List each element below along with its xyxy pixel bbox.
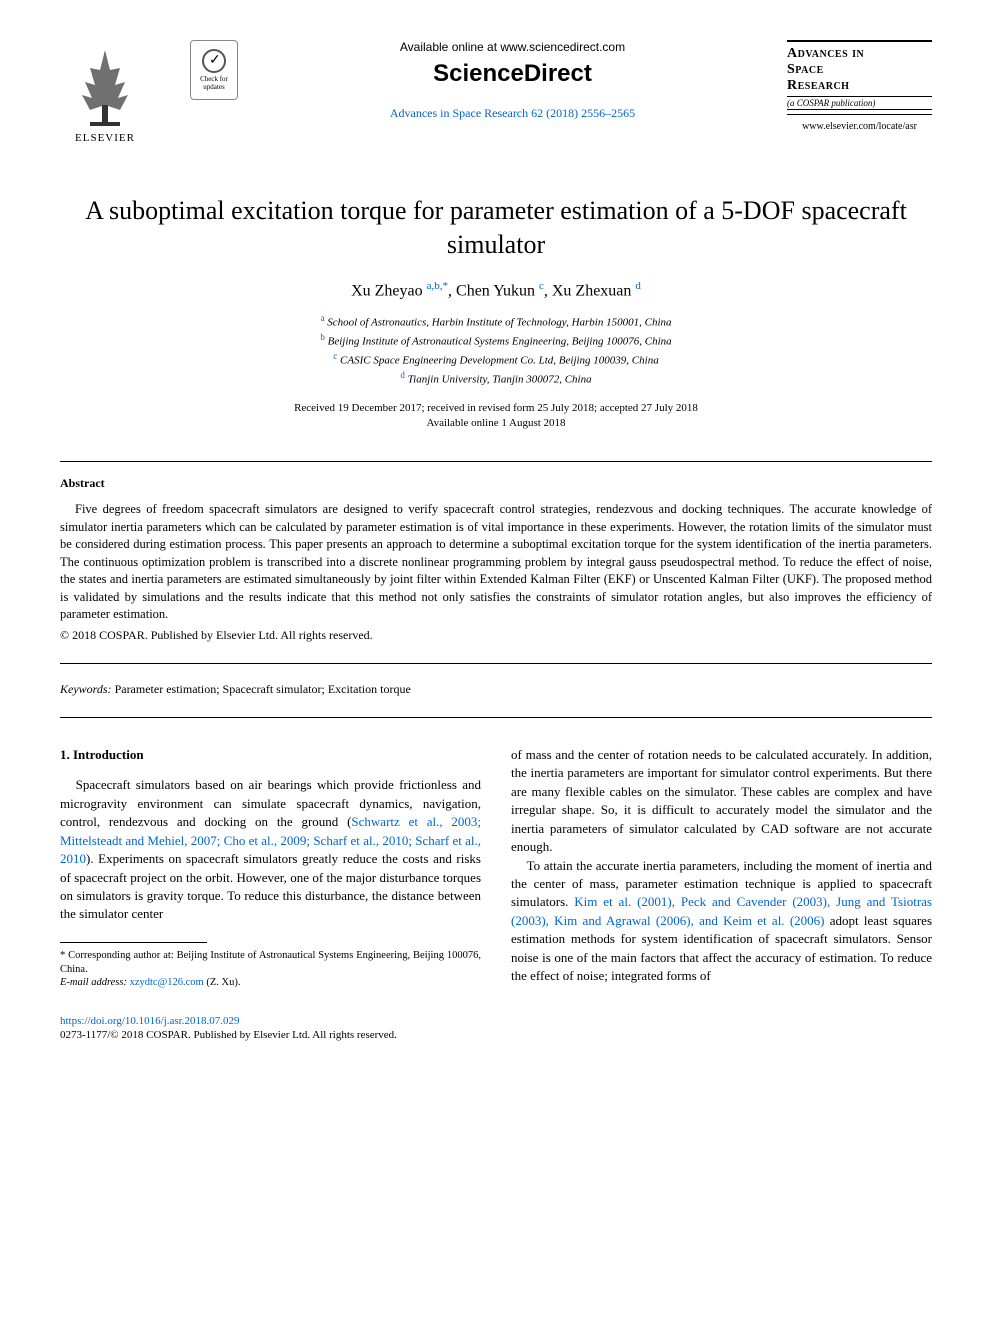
- elsevier-label: ELSEVIER: [60, 132, 150, 144]
- doi-block: https://doi.org/10.1016/j.asr.2018.07.02…: [60, 1014, 932, 1043]
- column-right: of mass and the center of rotation needs…: [511, 746, 932, 990]
- author-3-sup[interactable]: d: [635, 280, 641, 292]
- author-2-name: Chen Yukun: [456, 282, 535, 299]
- affil-b-sup: b: [320, 332, 325, 342]
- abstract-text: Five degrees of freedom spacecraft simul…: [60, 501, 932, 624]
- journal-reference-link[interactable]: Advances in Space Research 62 (2018) 255…: [258, 106, 767, 121]
- author-2-sup[interactable]: c: [539, 280, 544, 292]
- intro-p1b: ). Experiments on spacecraft simulators …: [60, 851, 481, 921]
- authors-line: Xu Zheyao a,b,*, Chen Yukun c, Xu Zhexua…: [60, 280, 932, 300]
- rule-above-abstract: [60, 461, 932, 462]
- intro-p2: To attain the accurate inertia parameter…: [511, 857, 932, 986]
- elsevier-logo: ELSEVIER: [60, 40, 150, 144]
- journal-title-line-2: Space: [787, 62, 932, 78]
- column-left: 1. Introduction Spacecraft simulators ba…: [60, 746, 481, 990]
- journal-title-line-3: Research: [787, 78, 932, 94]
- abstract-section: Abstract Five degrees of freedom spacecr…: [60, 476, 932, 643]
- keywords-label: Keywords:: [60, 682, 112, 696]
- affiliations: a School of Astronautics, Harbin Institu…: [60, 312, 932, 389]
- email-line: E-mail address: xzydtc@126.com (Z. Xu).: [60, 976, 481, 990]
- affil-a: School of Astronautics, Harbin Institute…: [327, 317, 671, 329]
- elsevier-tree-icon: [60, 40, 150, 130]
- corresp-text: * Corresponding author at: Beijing Insti…: [60, 949, 481, 976]
- title-block: A suboptimal excitation torque for param…: [60, 194, 932, 431]
- footnote-rule: [60, 942, 207, 943]
- corresponding-author-footnote: * Corresponding author at: Beijing Insti…: [60, 949, 481, 990]
- crossmark-badge[interactable]: Check for updates: [190, 40, 238, 100]
- author-1-name: Xu Zheyao: [351, 282, 423, 299]
- author-1-sup[interactable]: a,b,*: [427, 280, 448, 292]
- affil-d: Tianjin University, Tianjin 300072, Chin…: [408, 374, 592, 386]
- intro-p1: Spacecraft simulators based on air beari…: [60, 776, 481, 924]
- crossmark-check-icon: [202, 49, 226, 73]
- crossmark-text: Check for updates: [193, 75, 235, 91]
- email-link[interactable]: xzydtc@126.com: [130, 977, 204, 988]
- email-tail: (Z. Xu).: [204, 977, 241, 988]
- article-dates: Received 19 December 2017; received in r…: [60, 401, 932, 432]
- paper-title: A suboptimal excitation torque for param…: [60, 194, 932, 262]
- dates-line-2: Available online 1 August 2018: [426, 417, 565, 429]
- author-3-name: Xu Zhexuan: [552, 282, 632, 299]
- logo-group: ELSEVIER Check for updates: [60, 40, 238, 144]
- affil-b: Beijing Institute of Astronautical Syste…: [328, 336, 672, 348]
- journal-title-box: Advances in Space Research (a COSPAR pub…: [787, 40, 932, 115]
- sciencedirect-logo: ScienceDirect: [258, 60, 767, 88]
- section-1-heading: 1. Introduction: [60, 746, 481, 764]
- journal-title-line-1: Advances in: [787, 46, 932, 62]
- journal-subtitle: (a COSPAR publication): [787, 96, 932, 110]
- affil-a-sup: a: [320, 313, 324, 323]
- dates-line-1: Received 19 December 2017; received in r…: [294, 402, 698, 414]
- journal-url: www.elsevier.com/locate/asr: [787, 121, 932, 132]
- affil-c-sup: c: [333, 351, 337, 361]
- page-header: ELSEVIER Check for updates Available onl…: [60, 40, 932, 144]
- keywords-line: Keywords: Parameter estimation; Spacecra…: [60, 682, 932, 697]
- rule-below-keywords: [60, 717, 932, 718]
- affil-c: CASIC Space Engineering Development Co. …: [340, 355, 659, 367]
- center-header: Available online at www.sciencedirect.co…: [238, 40, 787, 121]
- intro-p1-cont: of mass and the center of rotation needs…: [511, 746, 932, 857]
- email-label: E-mail address:: [60, 977, 130, 988]
- available-online-text: Available online at www.sciencedirect.co…: [258, 40, 767, 54]
- affil-d-sup: d: [400, 370, 405, 380]
- copyright-line: © 2018 COSPAR. Published by Elsevier Ltd…: [60, 628, 932, 643]
- doi-link[interactable]: https://doi.org/10.1016/j.asr.2018.07.02…: [60, 1014, 932, 1028]
- keywords-text: Parameter estimation; Spacecraft simulat…: [112, 682, 411, 696]
- issn-copyright: 0273-1177/© 2018 COSPAR. Published by El…: [60, 1028, 932, 1042]
- journal-cover: Advances in Space Research (a COSPAR pub…: [787, 40, 932, 132]
- body-columns: 1. Introduction Spacecraft simulators ba…: [60, 746, 932, 990]
- abstract-heading: Abstract: [60, 476, 932, 491]
- rule-below-abstract: [60, 663, 932, 664]
